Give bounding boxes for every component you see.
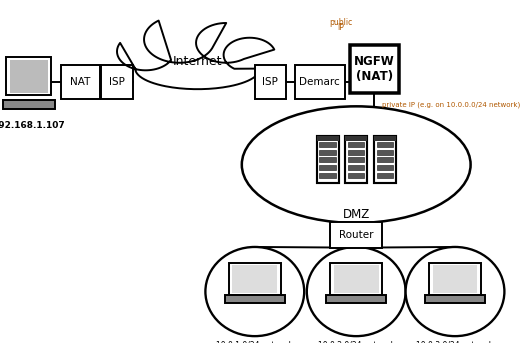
- FancyBboxPatch shape: [317, 136, 339, 182]
- FancyBboxPatch shape: [345, 136, 367, 182]
- FancyBboxPatch shape: [425, 295, 485, 303]
- Text: 10.0.1.0/24 network: 10.0.1.0/24 network: [216, 340, 293, 343]
- Ellipse shape: [135, 48, 260, 89]
- FancyBboxPatch shape: [295, 65, 345, 99]
- Text: 10.0.3.0/24 network: 10.0.3.0/24 network: [417, 340, 493, 343]
- FancyBboxPatch shape: [229, 263, 281, 295]
- Circle shape: [224, 38, 276, 72]
- FancyBboxPatch shape: [317, 136, 339, 141]
- Ellipse shape: [406, 247, 504, 336]
- FancyBboxPatch shape: [255, 65, 286, 99]
- FancyBboxPatch shape: [334, 265, 379, 293]
- FancyBboxPatch shape: [6, 58, 51, 95]
- Text: DMZ: DMZ: [343, 208, 370, 221]
- FancyBboxPatch shape: [374, 136, 396, 182]
- Text: public: public: [329, 18, 352, 27]
- Text: Internet: Internet: [173, 55, 223, 68]
- FancyBboxPatch shape: [376, 165, 393, 170]
- FancyBboxPatch shape: [319, 157, 336, 162]
- FancyBboxPatch shape: [429, 263, 481, 295]
- FancyBboxPatch shape: [225, 295, 285, 303]
- FancyBboxPatch shape: [376, 150, 393, 155]
- Text: 10.0.2.0/24 network: 10.0.2.0/24 network: [318, 340, 395, 343]
- FancyBboxPatch shape: [376, 173, 393, 178]
- FancyBboxPatch shape: [101, 65, 133, 99]
- FancyBboxPatch shape: [330, 263, 382, 295]
- FancyBboxPatch shape: [232, 265, 277, 293]
- Text: NGFW
(NAT): NGFW (NAT): [354, 55, 395, 83]
- Text: NAT: NAT: [70, 77, 91, 87]
- FancyBboxPatch shape: [348, 165, 365, 170]
- Text: Demarc: Demarc: [300, 77, 340, 87]
- Text: Router: Router: [339, 230, 373, 240]
- FancyBboxPatch shape: [376, 157, 393, 162]
- FancyBboxPatch shape: [319, 142, 336, 147]
- FancyBboxPatch shape: [433, 265, 477, 293]
- FancyBboxPatch shape: [374, 136, 396, 141]
- FancyBboxPatch shape: [330, 222, 382, 248]
- Text: private IP (e.g. on 10.0.0.0/24 network): private IP (e.g. on 10.0.0.0/24 network): [382, 102, 520, 108]
- FancyBboxPatch shape: [349, 45, 399, 93]
- Text: ISP: ISP: [109, 77, 125, 87]
- Text: 192.168.1.107: 192.168.1.107: [0, 121, 65, 130]
- Polygon shape: [117, 21, 275, 89]
- FancyBboxPatch shape: [327, 295, 386, 303]
- FancyBboxPatch shape: [348, 157, 365, 162]
- FancyBboxPatch shape: [319, 150, 336, 155]
- Ellipse shape: [307, 247, 406, 336]
- FancyBboxPatch shape: [345, 136, 367, 141]
- FancyBboxPatch shape: [348, 173, 365, 178]
- Circle shape: [117, 33, 174, 70]
- FancyBboxPatch shape: [3, 100, 55, 109]
- Circle shape: [196, 23, 256, 63]
- FancyBboxPatch shape: [9, 60, 48, 93]
- FancyBboxPatch shape: [348, 142, 365, 147]
- FancyBboxPatch shape: [376, 142, 393, 147]
- Ellipse shape: [205, 247, 304, 336]
- Text: ISP: ISP: [263, 77, 278, 87]
- FancyBboxPatch shape: [348, 150, 365, 155]
- Circle shape: [144, 16, 215, 63]
- FancyBboxPatch shape: [319, 173, 336, 178]
- FancyBboxPatch shape: [61, 65, 100, 99]
- FancyBboxPatch shape: [319, 165, 336, 170]
- Ellipse shape: [242, 106, 471, 223]
- Text: IP: IP: [337, 23, 344, 32]
